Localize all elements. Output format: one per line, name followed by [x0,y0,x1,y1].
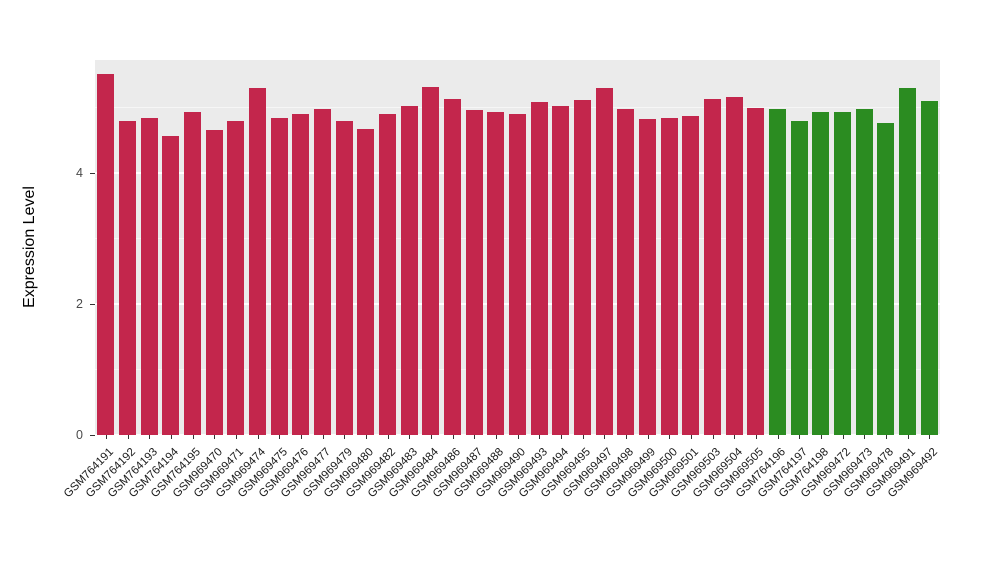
bar-GSM969473 [855,108,873,435]
bar-GSM764196 [769,108,786,435]
x-tick-mark [192,435,194,439]
bar-GSM969491 [899,87,916,435]
bar-GSM969477 [314,108,331,435]
bar-GSM969479 [335,120,353,435]
bar-GSM969493 [530,101,548,435]
x-tick-mark [430,435,432,439]
bar-GSM764193 [140,117,158,435]
x-tick-mark [387,435,389,439]
bar-GSM764192 [119,120,136,435]
bar-GSM969500 [660,117,678,435]
x-tick-mark [734,435,736,439]
bar-GSM969471 [227,120,245,435]
bar-GSM969474 [249,87,266,435]
x-tick-mark [105,435,107,439]
y-axis-title: Expression Level [21,186,38,308]
bar-GSM969503 [704,98,721,435]
x-tick-mark [452,435,454,439]
x-tick-mark [560,435,562,439]
x-tick-mark [712,435,714,439]
bar-GSM969498 [617,108,635,435]
x-tick-mark [929,435,931,439]
gridline-minor [95,106,940,108]
bar-GSM764197 [790,120,808,435]
x-tick-mark [885,435,887,439]
x-tick-mark [690,435,692,439]
bar-GSM969492 [920,100,938,435]
x-tick-mark [365,435,367,439]
bar-GSM969497 [595,87,613,435]
x-tick-mark [257,435,259,439]
x-tick-mark [474,435,476,439]
x-tick-mark [279,435,281,439]
x-tick-mark [625,435,627,439]
bar-GSM969475 [270,117,288,435]
bar-GSM969501 [682,115,700,435]
bar-GSM764195 [184,111,201,435]
bar-GSM969490 [509,113,526,435]
bar-GSM969484 [422,86,440,435]
x-tick-mark [842,435,844,439]
bar-GSM969482 [379,113,396,435]
y-tick-label-2: 2 [76,296,83,311]
x-tick-mark [322,435,324,439]
x-tick-mark [235,435,237,439]
bar-GSM969495 [574,100,591,435]
x-tick-mark [820,435,822,439]
bar-GSM969486 [444,98,461,435]
bar-GSM764194 [162,136,180,435]
bar-GSM969476 [292,114,310,435]
bar-GSM969470 [205,129,223,435]
x-tick-mark [539,435,541,439]
x-tick-mark [214,435,216,439]
x-tick-mark [669,435,671,439]
x-tick-mark [777,435,779,439]
y-tick-mark [90,172,95,174]
bar-GSM969499 [639,119,656,435]
x-tick-mark [907,435,909,439]
bar-GSM969480 [357,128,375,435]
y-tick-label-0: 0 [76,428,83,442]
x-tick-mark [409,435,411,439]
y-tick-mark [90,435,95,436]
x-tick-mark [517,435,519,439]
bar-GSM969483 [400,105,418,435]
x-tick-mark [799,435,801,439]
y-tick-mark [90,303,95,305]
x-tick-mark [127,435,129,439]
x-tick-mark [344,435,346,439]
bar-GSM969487 [465,110,483,435]
x-tick-mark [149,435,151,439]
x-tick-mark [647,435,649,439]
bar-GSM969478 [877,122,895,435]
bar-GSM764191 [97,74,115,435]
bar-GSM969505 [747,107,765,435]
x-tick-mark [582,435,584,439]
bar-GSM764198 [812,111,830,435]
x-axis-labels: GSM764191 GSM764192 GSM764193 GSM764194 GSM7… [62,442,940,572]
bar-GSM969494 [552,105,570,435]
x-tick-mark [495,435,497,439]
x-tick-mark [170,435,172,439]
x-tick-mark [604,435,606,439]
x-tick-mark [300,435,302,439]
bar-GSM969472 [834,112,851,435]
y-tick-label-4: 4 [76,165,83,180]
bar-GSM969504 [725,97,743,435]
x-tick-mark [864,435,866,439]
bar-GSM969488 [487,111,505,435]
plot-panel [95,60,940,436]
x-tick-mark [755,435,757,439]
